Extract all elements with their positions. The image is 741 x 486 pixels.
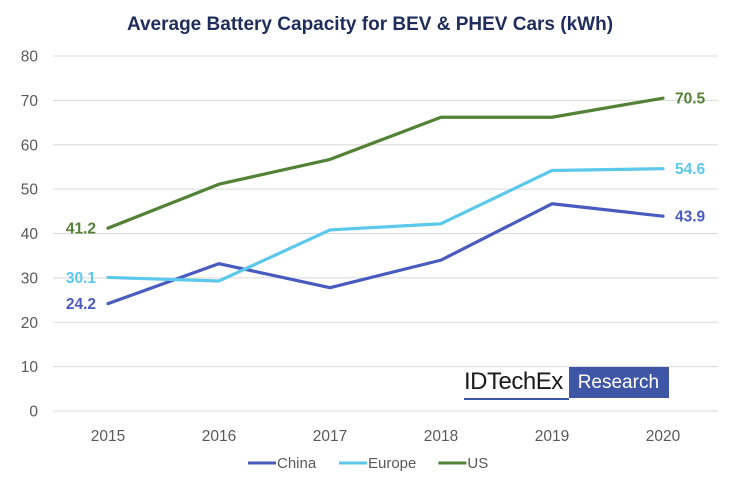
x-tick-label: 2016 xyxy=(202,428,236,445)
x-tick-label: 2018 xyxy=(424,428,458,445)
gridlines xyxy=(53,55,718,412)
start-label-china: 24.2 xyxy=(66,296,96,313)
x-tick-label: 2019 xyxy=(535,428,569,445)
logo-research-badge: Research xyxy=(568,367,670,398)
y-tick-label: 20 xyxy=(21,315,39,332)
y-tick-label: 40 xyxy=(21,226,39,243)
y-axis-ticks: 0 10 20 30 40 50 60 70 80 xyxy=(21,49,39,421)
x-tick-label: 2017 xyxy=(313,428,347,445)
y-tick-label: 70 xyxy=(21,93,39,110)
series-line-europe xyxy=(106,167,665,283)
series-line-china xyxy=(106,202,665,306)
y-tick-label: 30 xyxy=(21,270,39,287)
x-axis-ticks: 2015 2016 2017 2018 2019 2020 xyxy=(91,428,681,445)
chart-title: Average Battery Capacity for BEV & PHEV … xyxy=(127,14,613,35)
legend: China Europe US xyxy=(248,455,488,472)
legend-item-us: US xyxy=(438,455,488,472)
legend-item-china: China xyxy=(248,455,317,472)
start-label-europe: 30.1 xyxy=(66,270,97,287)
x-tick-label: 2015 xyxy=(91,428,125,445)
end-label-europe: 54.6 xyxy=(675,161,706,178)
legend-item-europe: Europe xyxy=(339,455,416,472)
series-lines xyxy=(106,96,665,306)
logo-idtechex-text: IDTechEx xyxy=(464,366,569,400)
end-label-us: 70.5 xyxy=(675,91,706,108)
y-tick-label: 10 xyxy=(21,359,39,376)
y-tick-label: 80 xyxy=(21,49,39,66)
y-tick-label: 0 xyxy=(29,404,38,421)
series-line-us xyxy=(106,96,665,230)
x-tick-label: 2020 xyxy=(646,428,681,445)
data-labels: 24.2 43.9 30.1 54.6 41.2 70.5 xyxy=(66,91,706,313)
y-tick-label: 60 xyxy=(21,137,39,154)
end-label-china: 43.9 xyxy=(675,209,706,226)
legend-label: China xyxy=(277,455,317,472)
y-tick-label: 50 xyxy=(21,182,39,199)
start-label-us: 41.2 xyxy=(66,221,96,238)
idtechex-logo: IDTechEx Research xyxy=(464,366,670,400)
legend-label: US xyxy=(467,455,488,472)
legend-label: Europe xyxy=(368,455,416,472)
